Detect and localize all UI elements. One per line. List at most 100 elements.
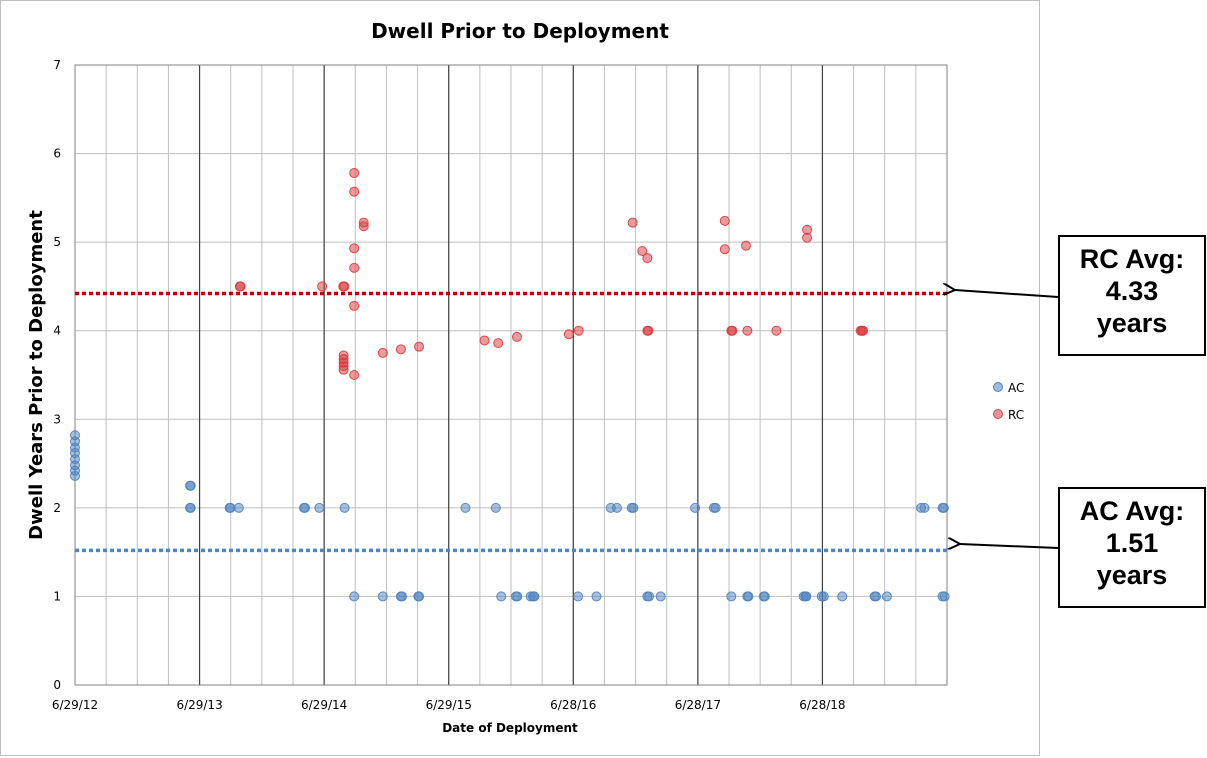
- data-point-ac: [726, 591, 737, 602]
- data-point-rc: [771, 325, 782, 336]
- data-point-ac: [690, 502, 701, 513]
- ac-average-callout: AC Avg: 1.51 years: [1058, 487, 1206, 608]
- data-point-rc: [627, 217, 638, 228]
- data-point-ac: [871, 591, 882, 602]
- data-point-ac: [938, 502, 949, 513]
- data-point-rc: [563, 329, 574, 340]
- y-tick-label: 7: [53, 58, 61, 72]
- data-point-rc: [637, 246, 648, 256]
- chart-frame: [0, 0, 1040, 756]
- data-point-rc: [742, 325, 753, 336]
- data-point-ac: [529, 591, 540, 602]
- data-point-rc: [719, 244, 730, 255]
- data-point-rc: [642, 253, 653, 264]
- legend-label-ac: AC: [1008, 381, 1024, 395]
- legend-marker-ac: [993, 382, 1003, 392]
- data-point-rc: [395, 344, 406, 355]
- data-point-rc: [802, 232, 813, 243]
- data-point-rc: [493, 338, 504, 349]
- data-point-rc: [349, 262, 360, 273]
- data-point-rc: [719, 215, 730, 226]
- data-point-ac: [655, 591, 666, 602]
- data-point-ac: [185, 480, 196, 491]
- legend-marker-rc: [993, 409, 1003, 419]
- rc-callout-arrow: [955, 290, 1059, 298]
- data-point-ac: [837, 591, 848, 602]
- data-point-ac: [573, 591, 584, 602]
- data-point-ac: [314, 502, 325, 513]
- data-point-ac: [70, 470, 80, 481]
- y-tick-label: 0: [53, 678, 61, 692]
- data-point-rc: [479, 335, 490, 346]
- data-point-ac: [490, 502, 501, 513]
- average-lines: [75, 291, 947, 553]
- data-point-ac: [496, 591, 507, 602]
- data-point-ac: [801, 591, 812, 602]
- data-points: [70, 168, 950, 602]
- rc-average-callout: RC Avg: 4.33 years: [1058, 235, 1206, 356]
- data-point-ac: [939, 591, 950, 602]
- rc-callout-line2: 4.33: [1105, 276, 1159, 306]
- chart-title: Dwell Prior to Deployment: [371, 19, 669, 43]
- y-tick-label: 1: [53, 589, 61, 603]
- data-point-rc: [740, 240, 751, 251]
- data-point-ac: [644, 591, 655, 602]
- data-point-ac: [512, 591, 523, 602]
- ac-callout-line2: 1.51: [1105, 528, 1159, 558]
- x-tick-label: 6/28/16: [550, 698, 596, 712]
- x-tick-label: 6/29/15: [426, 698, 472, 712]
- x-tick-label: 6/29/12: [52, 698, 98, 712]
- data-point-rc: [858, 325, 869, 336]
- data-point-rc: [349, 186, 360, 197]
- y-axis-label: Dwell Years Prior to Deployment: [26, 210, 47, 540]
- legend: AC RC: [993, 381, 1024, 422]
- data-point-ac: [349, 591, 360, 602]
- data-point-ac: [233, 502, 244, 513]
- x-tick-label: 6/29/14: [301, 698, 347, 712]
- data-point-ac: [377, 591, 388, 602]
- data-point-rc: [339, 281, 350, 292]
- data-point-ac: [919, 502, 930, 513]
- x-axis-label: Date of Deployment: [442, 721, 578, 735]
- data-point-ac: [611, 502, 622, 513]
- data-point-rc: [349, 300, 360, 311]
- y-tick-label: 2: [53, 501, 61, 515]
- legend-label-rc: RC: [1008, 408, 1024, 422]
- data-point-rc: [377, 347, 388, 358]
- data-point-ac: [759, 591, 770, 602]
- data-point-rc: [511, 331, 522, 342]
- x-tick-label: 6/28/17: [675, 698, 721, 712]
- data-point-ac: [460, 502, 471, 513]
- y-tick-label: 5: [53, 235, 61, 249]
- y-tick-label: 6: [53, 147, 61, 161]
- x-tick-label: 6/29/13: [176, 698, 222, 712]
- data-point-rc: [349, 370, 360, 380]
- data-point-ac: [414, 591, 425, 602]
- data-point-rc: [349, 168, 360, 179]
- ac-callout-line3: years: [1096, 560, 1168, 590]
- rc-callout-line1: RC Avg:: [1079, 244, 1185, 274]
- data-point-ac: [396, 591, 407, 602]
- plot-area: [74, 64, 948, 686]
- data-point-ac: [591, 591, 602, 602]
- data-point-ac: [743, 591, 754, 602]
- data-point-rc: [643, 325, 654, 336]
- data-point-rc: [573, 325, 584, 336]
- data-point-ac: [881, 591, 892, 602]
- x-tick-label: 6/28/18: [799, 698, 845, 712]
- data-point-rc: [317, 281, 328, 292]
- data-point-rc: [338, 364, 349, 375]
- data-point-ac: [225, 502, 236, 513]
- data-point-ac: [628, 502, 639, 513]
- data-point-rc: [349, 243, 360, 254]
- grid: [74, 64, 948, 686]
- data-point-ac: [818, 591, 829, 602]
- data-point-ac: [300, 502, 311, 513]
- data-point-ac: [185, 502, 196, 513]
- rc-callout-line3: years: [1096, 308, 1168, 338]
- y-tick-label: 3: [53, 412, 61, 426]
- data-point-rc: [358, 221, 369, 232]
- ac-callout-arrow: [960, 544, 1059, 548]
- data-point-rc: [235, 281, 246, 292]
